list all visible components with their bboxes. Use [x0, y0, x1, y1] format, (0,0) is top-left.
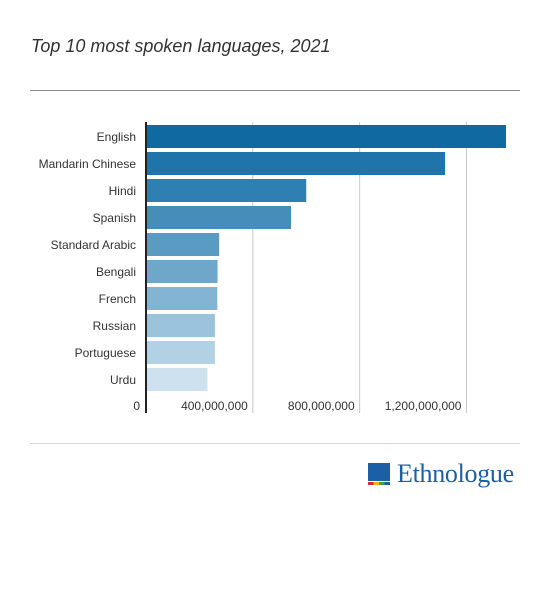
- footer-divider: [30, 443, 520, 444]
- category-label: Portuguese: [75, 346, 137, 360]
- bar: [146, 206, 292, 229]
- chart-title: Top 10 most spoken languages, 2021: [31, 36, 331, 56]
- bar: [146, 368, 208, 391]
- bar: [146, 341, 215, 364]
- bar: [146, 287, 218, 310]
- ethnologue-logo-icon: [368, 463, 390, 485]
- bar: [146, 260, 218, 283]
- bar-chart: English Mandarin Chinese Hindi Spanish Stand…: [39, 122, 506, 413]
- x-tick-label: 1,200,000,000: [385, 399, 462, 413]
- x-tick-label: 400,000,000: [181, 399, 248, 413]
- bar: [146, 314, 215, 337]
- category-label: Spanish: [93, 211, 136, 225]
- x-tick-label: 800,000,000: [288, 399, 355, 413]
- x-tick-label: 0: [133, 399, 140, 413]
- category-label: English: [97, 130, 136, 144]
- bar: [146, 233, 220, 256]
- category-label: Standard Arabic: [51, 238, 136, 252]
- ethnologue-logo: Ethnologue: [368, 459, 523, 493]
- bar: [146, 125, 506, 148]
- category-label: French: [99, 292, 136, 306]
- category-label: Bengali: [96, 265, 136, 279]
- bar: [146, 152, 446, 175]
- category-label: Russian: [93, 319, 136, 333]
- category-label: Hindi: [109, 184, 136, 198]
- bar: [146, 179, 307, 202]
- ethnologue-logo-text: Ethnologue: [397, 459, 514, 488]
- title-divider: [30, 90, 520, 91]
- category-label: Mandarin Chinese: [39, 157, 137, 171]
- category-label: Urdu: [110, 373, 136, 387]
